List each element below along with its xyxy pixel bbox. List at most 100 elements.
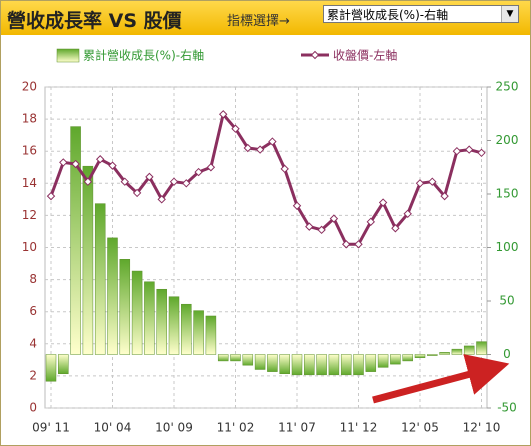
bar <box>463 345 475 355</box>
page-title: 營收成長率 VS 股價 <box>7 10 182 32</box>
y-tick-label: 6 <box>29 304 37 318</box>
line-marker <box>71 159 80 169</box>
bar <box>131 270 143 355</box>
bar <box>414 354 426 358</box>
x-tick-label: 11' 12 <box>340 421 378 435</box>
line-marker <box>477 148 486 158</box>
y-tick-label: 10 <box>22 240 37 254</box>
bar <box>328 354 340 376</box>
dropdown-value[interactable]: 累計營收成長(%)-右軸 <box>327 8 449 22</box>
x-tick-label: 10' 09 <box>155 421 193 435</box>
line-marker <box>280 164 289 174</box>
legend-label: 累計營收成長(%)-右軸 <box>83 48 204 63</box>
x-tick-label: 12' 05 <box>401 421 439 435</box>
bar <box>377 354 389 368</box>
bar <box>45 354 57 382</box>
x-tick-label: 11' 07 <box>278 421 316 435</box>
x-tick-label: 09' 11 <box>32 421 70 435</box>
x-tick-label: 11' 02 <box>217 421 255 435</box>
selector-label: 指標選擇→ <box>227 14 290 29</box>
y2-tick-label: 0 <box>503 347 511 361</box>
bar <box>291 354 303 376</box>
line-marker <box>46 191 56 201</box>
line-marker <box>206 163 216 172</box>
y-tick-label: 4 <box>29 336 37 350</box>
line-marker <box>145 172 154 182</box>
y2-tick-label: -50 <box>497 401 517 415</box>
line-marker <box>83 177 93 186</box>
bar <box>168 296 180 355</box>
y-tick-label: 8 <box>29 272 37 286</box>
line-marker <box>391 224 400 233</box>
line-marker <box>354 240 363 249</box>
line-marker <box>243 143 253 153</box>
bar <box>254 354 266 370</box>
bar <box>451 348 463 355</box>
line-marker <box>440 191 449 201</box>
bar <box>217 354 229 362</box>
bar <box>181 303 192 355</box>
bar <box>340 354 352 376</box>
bar <box>365 354 377 372</box>
bar <box>205 315 217 355</box>
bar <box>353 354 364 376</box>
bar <box>279 354 290 375</box>
line-marker <box>341 240 351 249</box>
line-marker <box>182 179 191 188</box>
y-tick-label: 2 <box>29 368 37 382</box>
line-marker <box>464 145 474 154</box>
bar <box>316 354 327 376</box>
bar <box>58 354 69 375</box>
bar <box>107 237 118 355</box>
line-marker <box>255 145 265 154</box>
bar <box>267 354 278 372</box>
line-marker <box>415 179 425 188</box>
bar <box>70 126 81 355</box>
legend-swatch <box>56 48 80 63</box>
y-tick-label: 16 <box>22 144 37 158</box>
bar <box>156 288 167 355</box>
bar <box>390 354 401 365</box>
bar <box>230 354 241 362</box>
y-tick-label: 14 <box>22 176 37 190</box>
bar <box>119 259 131 355</box>
line-marker <box>120 177 130 186</box>
line-marker <box>95 155 105 164</box>
line-marker <box>169 177 179 186</box>
line-marker <box>157 195 166 204</box>
line-marker <box>268 137 277 146</box>
dropdown-arrow[interactable]: ▼ <box>501 6 518 22</box>
y-tick-label: 12 <box>22 208 37 222</box>
bar <box>82 165 94 355</box>
line-marker <box>231 124 240 133</box>
annotation-arrow <box>372 354 510 404</box>
y-tick-label: 18 <box>22 112 37 126</box>
y2-tick-label: 100 <box>496 240 519 254</box>
header: 營收成長率 VS 股價 指標選擇→ 累計營收成長(%)-右軸 ▼ <box>1 1 530 35</box>
bar <box>427 354 438 356</box>
line-marker <box>452 146 462 156</box>
y2-tick-label: 150 <box>496 187 519 201</box>
line-marker <box>194 167 203 177</box>
line-marker <box>428 177 437 186</box>
line-marker <box>218 110 228 119</box>
bar <box>304 354 315 376</box>
line-marker <box>305 222 314 231</box>
indicator-dropdown[interactable]: 累計營收成長(%)-右軸 ▼ <box>323 5 519 23</box>
bar <box>476 341 487 355</box>
line-marker <box>317 225 326 235</box>
y-tick-label: 0 <box>29 401 37 415</box>
bar <box>242 354 254 366</box>
line-marker <box>59 158 68 167</box>
line <box>49 111 482 246</box>
y2-tick-label: 200 <box>496 133 519 147</box>
y2-tick-label: 50 <box>499 294 514 308</box>
bar <box>94 203 106 355</box>
x-tick-label: 10' 04 <box>94 421 132 435</box>
line-marker <box>366 217 376 227</box>
bar <box>402 354 413 362</box>
x-tick-label: 12' 10 <box>463 421 501 435</box>
line-marker <box>108 161 117 170</box>
bar <box>193 310 204 355</box>
